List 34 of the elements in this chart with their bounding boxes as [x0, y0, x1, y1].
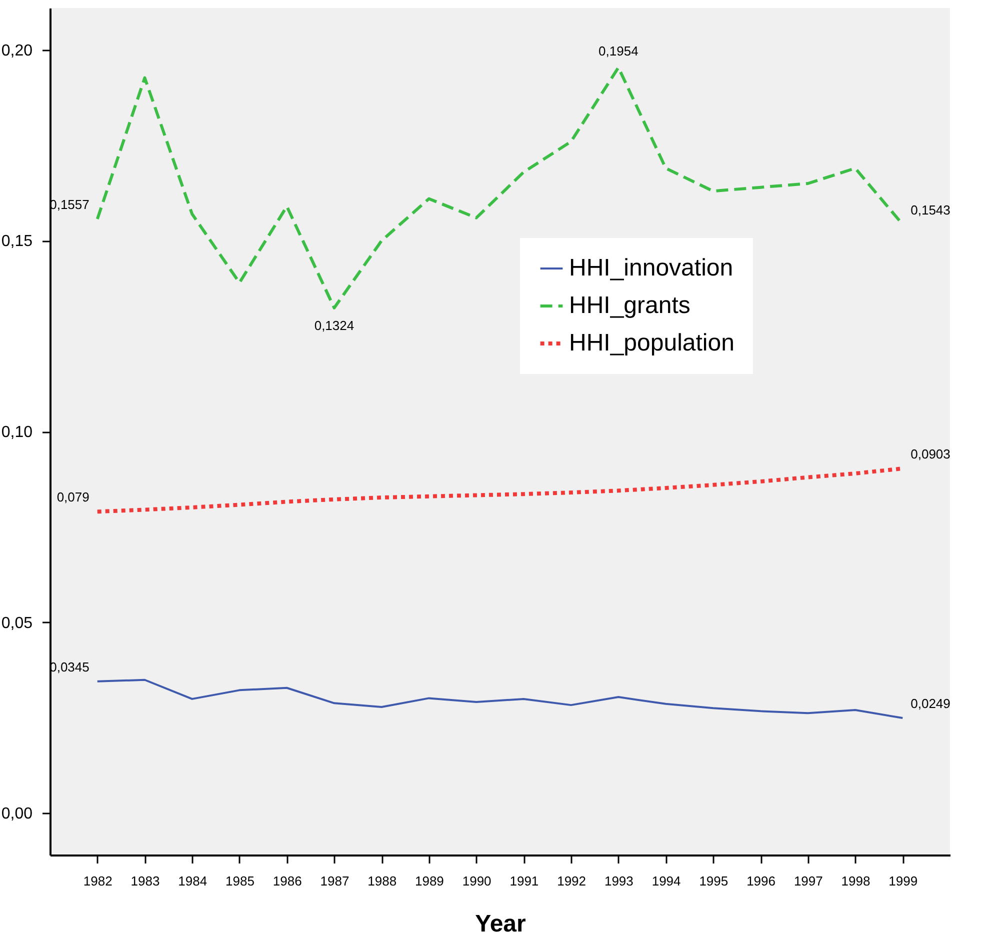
x-tick-label: 1982 — [83, 874, 112, 888]
legend-label: HHI_population — [569, 330, 734, 356]
y-tick-label: 0,10 — [1, 424, 33, 441]
data-label: 0,079 — [56, 490, 90, 505]
x-tick-label: 1984 — [178, 874, 208, 888]
x-tick-label: 1989 — [414, 874, 444, 888]
x-tick-label: 1986 — [272, 874, 302, 888]
y-tick-label: 0,00 — [1, 806, 33, 823]
x-tick-label: 1990 — [462, 874, 492, 888]
x-tick-label: 1991 — [510, 874, 539, 888]
x-tick-label: 1995 — [699, 874, 728, 888]
legend-label: HHI_innovation — [569, 254, 734, 282]
line-series — [96, 678, 904, 720]
x-tick-label: 1987 — [320, 874, 350, 888]
x-tick-label: 1985 — [226, 874, 254, 888]
x-tick-label: 1983 — [130, 874, 160, 888]
legend-label: HHI_grants — [569, 292, 690, 319]
x-tick-label: 1997 — [794, 874, 823, 888]
data-label: 0,0249 — [910, 696, 950, 712]
data-label: 0,0903 — [910, 446, 950, 462]
x-axis-title: Year — [475, 910, 526, 938]
x-tick-label: 1999 — [888, 874, 918, 888]
data-label: 0,1954 — [598, 44, 638, 59]
x-tick-label: 1992 — [557, 874, 586, 888]
y-tick-label: 0,20 — [1, 42, 33, 60]
data-label: 0,1324 — [314, 318, 354, 333]
x-tick-label: 1993 — [604, 874, 634, 888]
x-tick-label: 1996 — [746, 874, 776, 888]
data-label: 0,1543 — [910, 202, 950, 218]
x-tick-label: 1988 — [368, 874, 397, 888]
y-tick-label: 0,05 — [1, 614, 33, 632]
x-tick-label: 1994 — [652, 874, 681, 888]
y-tick-label: 0,15 — [1, 233, 33, 250]
x-tick-label: 1998 — [841, 874, 870, 888]
